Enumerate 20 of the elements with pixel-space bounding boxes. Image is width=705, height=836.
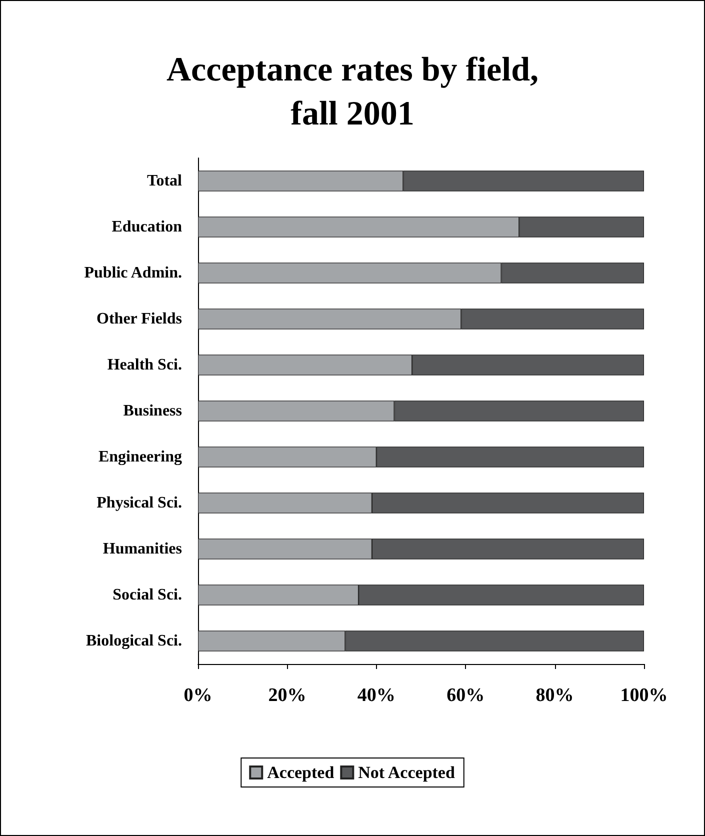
y-tick-label: Public Admin. bbox=[84, 264, 182, 282]
y-tick-label: Health Sci. bbox=[107, 356, 182, 374]
chart-title: Acceptance rates by field, fall 2001 bbox=[166, 52, 539, 132]
x-tick-label: 80% bbox=[536, 685, 574, 706]
y-tick-label: Social Sci. bbox=[112, 586, 182, 604]
y-tick-label: Total bbox=[147, 172, 183, 190]
legend-label: Accepted bbox=[267, 763, 335, 782]
y-tick-label: Business bbox=[123, 402, 182, 420]
x-tick-label: 60% bbox=[446, 685, 485, 706]
y-tick-label: Physical Sci. bbox=[96, 494, 182, 512]
y-tick-label: Humanities bbox=[102, 540, 182, 558]
legend-label: Not Accepted bbox=[358, 763, 456, 782]
y-tick-label: Engineering bbox=[98, 448, 182, 466]
x-tick-label: 20% bbox=[268, 685, 306, 706]
y-tick-label: Other Fields bbox=[96, 310, 182, 328]
x-tick-label: 40% bbox=[357, 685, 396, 706]
x-tick-label: 100% bbox=[620, 685, 668, 706]
y-tick-label: Education bbox=[112, 218, 182, 236]
x-tick-label: 0% bbox=[184, 685, 212, 706]
y-tick-label: Biological Sci. bbox=[86, 632, 182, 650]
